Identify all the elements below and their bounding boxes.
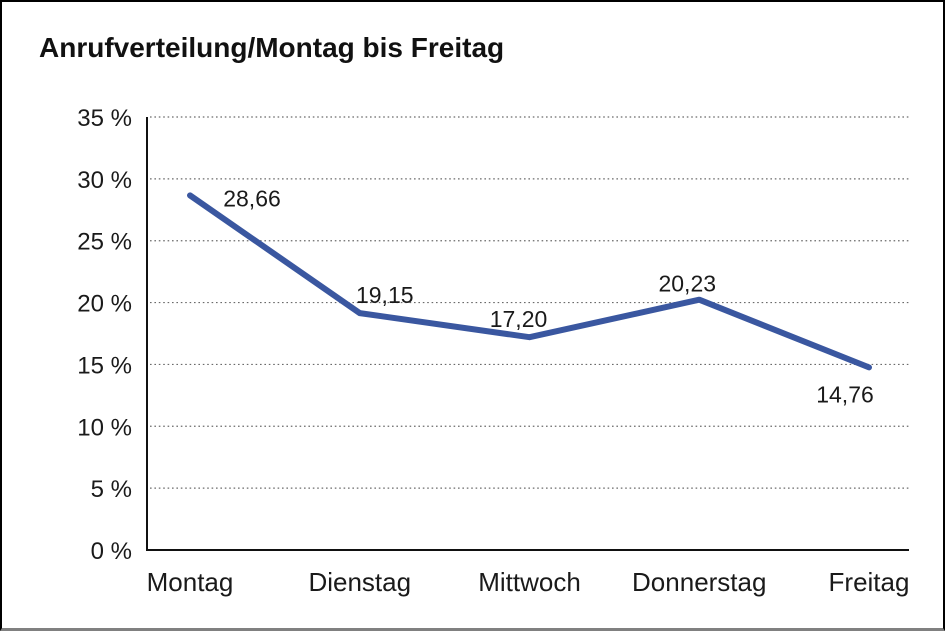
chart-title: Anrufverteilung/Montag bis Freitag <box>39 32 505 63</box>
y-tick-label: 10 % <box>77 414 132 441</box>
axes <box>146 117 909 551</box>
data-label: 28,66 <box>223 185 281 211</box>
x-tick-label: Donnerstag <box>632 567 766 597</box>
data-label: 14,76 <box>816 381 874 407</box>
y-tick-label: 35 % <box>77 105 132 132</box>
x-tick-labels: Montag Dienstag Mittwoch Donnerstag Freitag <box>147 567 910 597</box>
y-gridlines <box>150 116 909 489</box>
y-tick-label: 15 % <box>77 352 132 379</box>
data-label: 20,23 <box>658 271 716 297</box>
x-tick-label: Montag <box>147 567 234 597</box>
y-tick-label: 0 % <box>91 538 132 565</box>
y-tick-label: 25 % <box>77 229 132 256</box>
y-tick-label: 30 % <box>77 167 132 194</box>
x-tick-label: Freitag <box>829 567 910 597</box>
data-label: 19,15 <box>356 282 414 308</box>
data-label: 17,20 <box>490 306 548 332</box>
data-line-anrufverteilung <box>187 192 872 371</box>
y-tick-labels: 0 % 5 % 10 % 15 % 20 % 25 % 30 % 35 % <box>77 105 132 565</box>
x-tick-label: Dienstag <box>308 567 411 597</box>
x-tick-label: Mittwoch <box>478 567 581 597</box>
y-tick-label: 5 % <box>91 476 132 503</box>
data-labels: 28,66 19,15 17,20 20,23 14,76 <box>223 185 874 407</box>
y-tick-label: 20 % <box>77 291 132 318</box>
